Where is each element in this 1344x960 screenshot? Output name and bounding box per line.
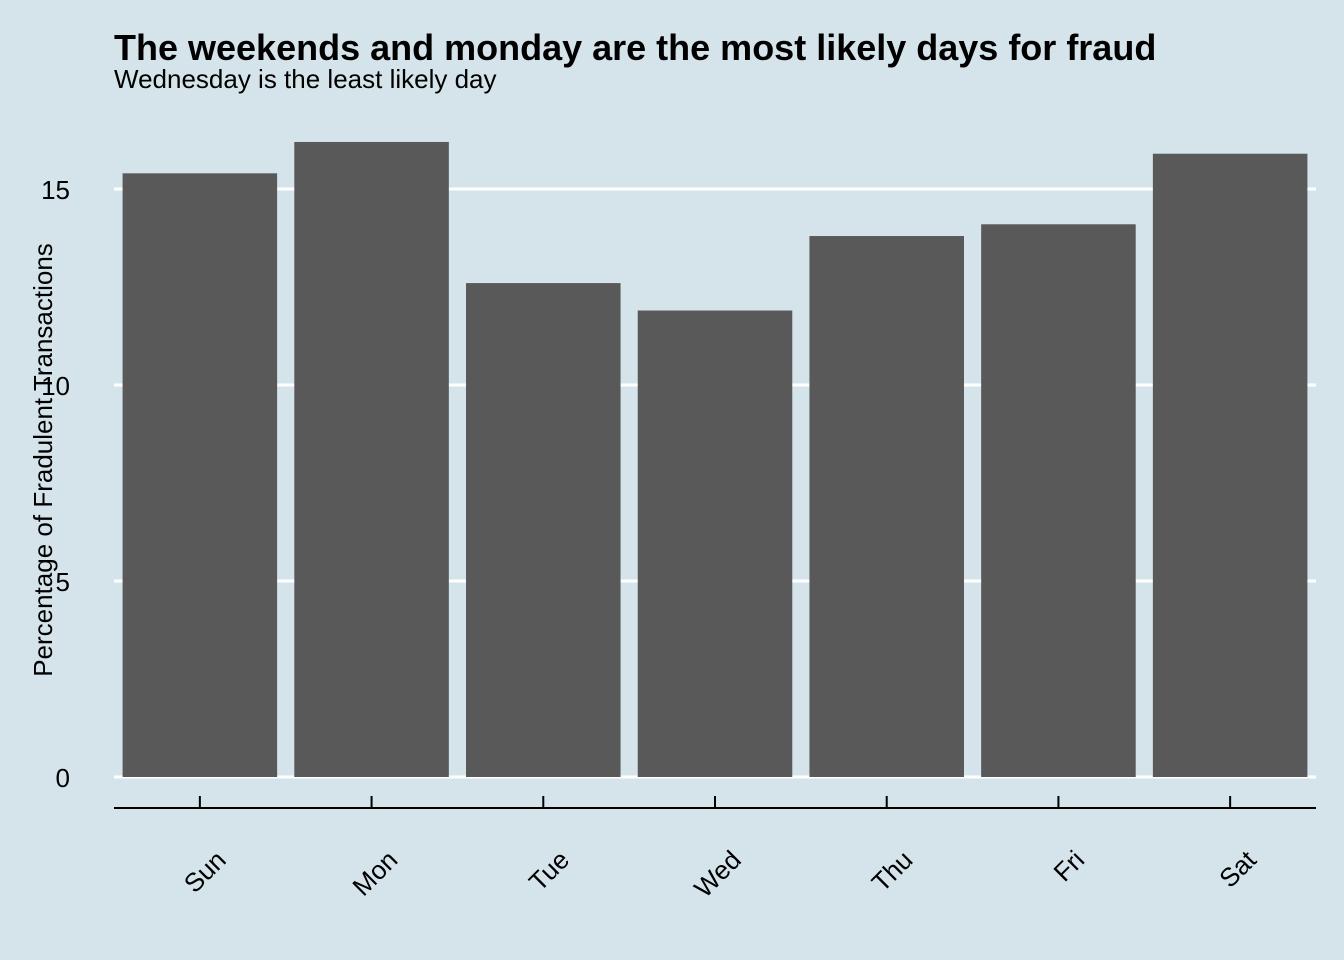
y-tick-label-10: 10 — [41, 371, 70, 401]
x-tick-label-mon: Mon — [346, 845, 403, 902]
chart-title: The weekends and monday are the most lik… — [114, 27, 1157, 68]
y-tick-label-0: 0 — [56, 763, 70, 793]
x-tick-label-sun: Sun — [178, 845, 232, 899]
x-axis — [114, 796, 1316, 809]
bar-thu — [809, 236, 964, 778]
bars — [122, 141, 1308, 778]
bar-sat — [1152, 153, 1308, 778]
x-axis-tick-labels: Sun Mon Tue Wed Thu Fri Sat — [178, 844, 1263, 903]
bar-sun — [122, 173, 278, 777]
x-tick-label-thu: Thu — [866, 845, 919, 898]
bar-fri — [981, 224, 1136, 777]
y-tick-label-15: 15 — [41, 175, 70, 205]
y-axis-title: Percentage of Fradulent Transactions — [28, 243, 58, 677]
chart-subtitle: Wednesday is the least likely day — [114, 64, 497, 94]
y-axis-tick-labels: 0 5 10 15 — [41, 175, 70, 793]
bar-mon — [294, 141, 449, 777]
x-tick-label-fri: Fri — [1048, 845, 1091, 888]
bar-wed — [637, 310, 793, 777]
x-tick-label-sat: Sat — [1213, 844, 1262, 893]
bar-tue — [466, 283, 621, 777]
y-tick-label-5: 5 — [56, 567, 70, 597]
x-tick-label-wed: Wed — [688, 845, 747, 904]
x-tick-label-tue: Tue — [523, 845, 575, 897]
